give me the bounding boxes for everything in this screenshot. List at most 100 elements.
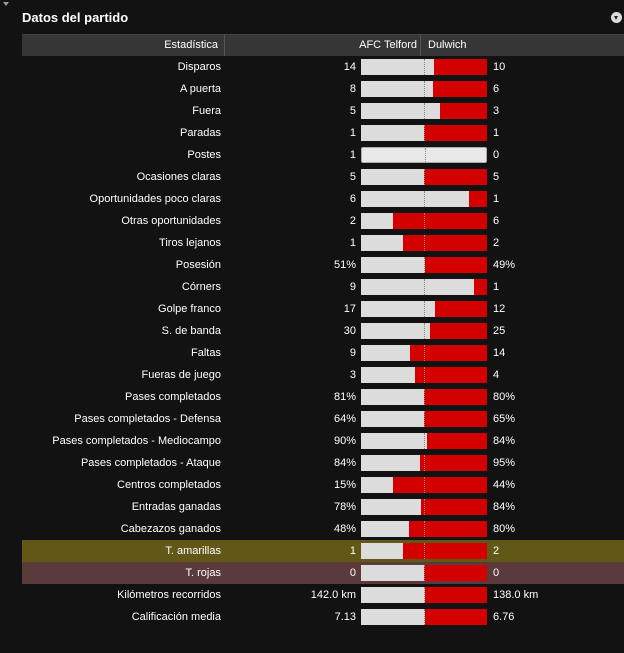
stat-label: Calificación media: [131, 611, 221, 623]
home-value: 6: [349, 193, 356, 205]
table-row: Córners 9 1: [22, 276, 624, 298]
away-value: 12: [493, 303, 506, 315]
away-value: 138.0 km: [493, 589, 539, 601]
panel-title: Datos del partido: [22, 10, 129, 25]
bar-midline: [424, 301, 425, 317]
home-value: 81%: [333, 391, 356, 403]
bar-midline: [424, 235, 425, 251]
bar-midline: [424, 477, 425, 493]
table-row: Calificación media 7.13 6.76: [22, 606, 624, 628]
stat-label: Fueras de juego: [141, 369, 222, 381]
away-share-fill: [424, 125, 487, 141]
away-value: 0: [493, 149, 500, 161]
header-stat[interactable]: Estadística: [22, 35, 225, 56]
away-share-fill: [440, 103, 487, 119]
away-share-fill: [430, 323, 487, 339]
away-value: 84%: [493, 501, 516, 513]
away-share-fill: [425, 587, 487, 603]
stat-label: Disparos: [177, 61, 221, 73]
home-value: 5: [349, 171, 356, 183]
table-row: T. amarillas 1 2: [22, 540, 624, 562]
bar-midline: [424, 125, 425, 141]
stat-label: Ocasiones claras: [136, 171, 221, 183]
home-value: 3: [349, 369, 356, 381]
away-share-fill: [421, 499, 487, 515]
away-value: 6: [493, 83, 500, 95]
home-value: 51%: [333, 259, 356, 271]
stat-label: Postes: [187, 149, 221, 161]
stat-rows: Disparos 14 10 A puerta 8 6 Fuera 5 3 Paradas 1 1 Po…: [22, 56, 624, 628]
away-share-fill: [425, 257, 487, 273]
comparison-bar: [361, 81, 487, 97]
table-row: Oportunidades poco claras 6 1: [22, 188, 624, 210]
bar-midline: [424, 81, 425, 97]
away-share-fill: [474, 279, 487, 295]
home-value: 84%: [333, 457, 356, 469]
stat-label: T. rojas: [185, 567, 221, 579]
comparison-bar: [361, 323, 487, 339]
bar-midline: [424, 433, 425, 449]
table-row: Pases completados 81% 80%: [22, 386, 624, 408]
comparison-bar: [361, 301, 487, 317]
away-value: 1: [493, 281, 500, 293]
away-share-fill: [424, 565, 487, 581]
home-value: 78%: [333, 501, 356, 513]
table-row: Paradas 1 1: [22, 122, 624, 144]
home-value: 1: [349, 237, 356, 249]
table-row: T. rojas 0 0: [22, 562, 624, 584]
stat-label: Pases completados - Ataque: [80, 457, 221, 469]
comparison-bar: [361, 59, 487, 75]
table-row: Tiros lejanos 1 2: [22, 232, 624, 254]
stat-label: Faltas: [191, 347, 221, 359]
bar-midline: [424, 323, 425, 339]
away-value: 0: [493, 567, 500, 579]
comparison-bar: [361, 235, 487, 251]
stat-label: Paradas: [180, 127, 221, 139]
away-share-fill: [392, 477, 487, 493]
away-share-fill: [415, 367, 487, 383]
bar-midline: [424, 367, 425, 383]
table-row: Pases completados - Mediocampo 90% 84%: [22, 430, 624, 452]
home-value: 5: [349, 105, 356, 117]
comparison-bar: [361, 147, 487, 163]
away-share-fill: [392, 213, 487, 229]
home-value: 1: [349, 127, 356, 139]
stat-label: Cabezazos ganados: [120, 523, 221, 535]
comparison-bar: [361, 455, 487, 471]
comparison-bar: [361, 565, 487, 581]
home-value: 9: [349, 281, 356, 293]
away-value: 6: [493, 215, 500, 227]
comparison-bar: [361, 609, 487, 625]
away-share-fill: [424, 411, 487, 427]
comparison-bar: [361, 499, 487, 515]
comparison-bar: [361, 411, 487, 427]
comparison-bar: [361, 587, 487, 603]
comparison-bar: [361, 543, 487, 559]
away-value: 80%: [493, 523, 516, 535]
table-row: Pases completados - Defensa 64% 65%: [22, 408, 624, 430]
comparison-bar: [361, 257, 487, 273]
table-row: Centros completados 15% 44%: [22, 474, 624, 496]
away-value: 80%: [493, 391, 516, 403]
table-row: Fueras de juego 3 4: [22, 364, 624, 386]
table-row: Fuera 5 3: [22, 100, 624, 122]
table-row: Golpe franco 17 12: [22, 298, 624, 320]
home-value: 17: [343, 303, 356, 315]
away-share-fill: [420, 455, 487, 471]
bar-midline: [425, 148, 426, 162]
home-value: 90%: [333, 435, 356, 447]
bar-midline: [424, 521, 425, 537]
bar-midline: [424, 587, 425, 603]
away-share-fill: [402, 543, 487, 559]
stat-label: Pases completados: [125, 391, 221, 403]
stat-label: Pases completados - Mediocampo: [52, 435, 221, 447]
table-row: Ocasiones claras 5 5: [22, 166, 624, 188]
away-share-fill: [410, 345, 487, 361]
away-share-fill: [469, 191, 487, 207]
bar-midline: [424, 103, 425, 119]
away-share-fill: [424, 389, 487, 405]
bar-midline: [424, 257, 425, 273]
bar-midline: [424, 279, 425, 295]
stat-label: Centros completados: [117, 479, 221, 491]
collapse-chevron-icon[interactable]: [611, 12, 622, 23]
